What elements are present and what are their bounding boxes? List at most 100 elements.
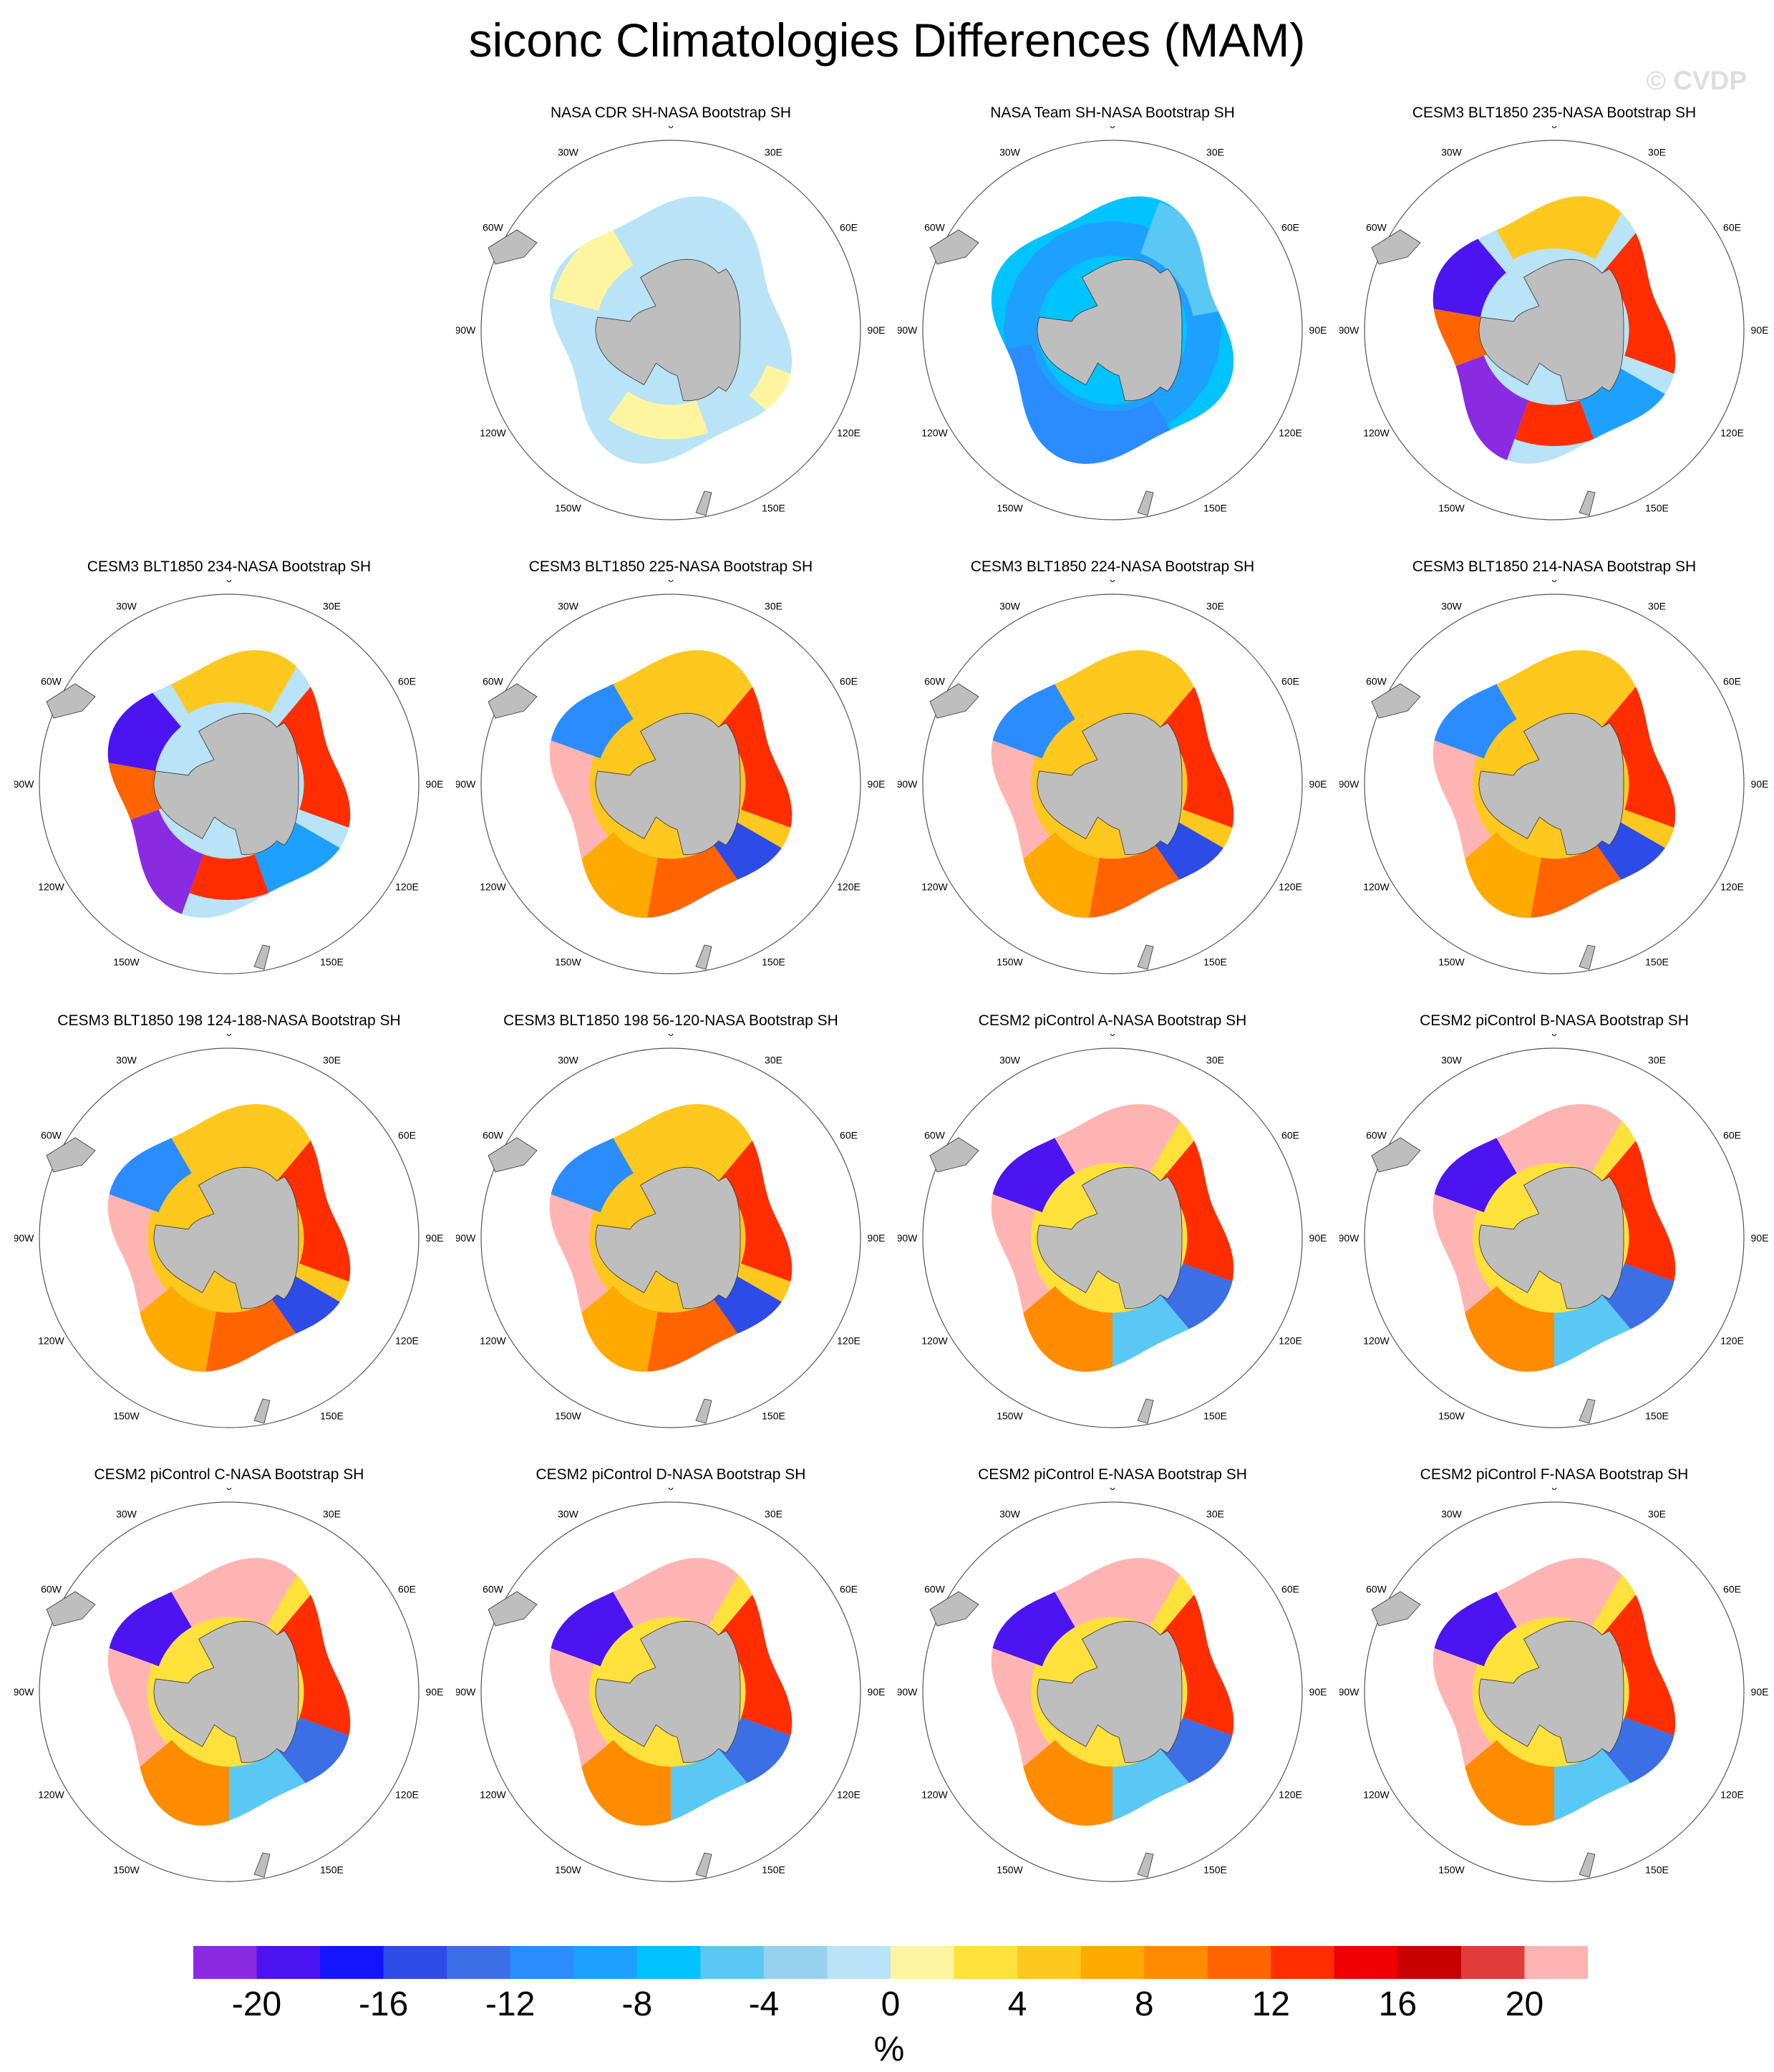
panel-title: CESM2 piControl F-NASA Bootstrap SH xyxy=(1420,1466,1689,1483)
anomaly-patch xyxy=(1002,1740,1113,1826)
south-america-landmass xyxy=(488,683,538,719)
longitude-label: 30W xyxy=(999,1055,1021,1066)
longitude-label: 90E xyxy=(1751,324,1769,336)
south-america-landmass xyxy=(929,229,979,265)
longitude-label: 30E xyxy=(765,147,782,158)
longitude-label: 90E xyxy=(1309,324,1327,336)
map-panel: CESM3 BLT1850 234-NASA Bootstrap SH 0 30E 6… xyxy=(14,558,444,974)
longitude-label: 0 xyxy=(1551,126,1557,130)
longitude-label: 30E xyxy=(765,1509,782,1520)
longitude-label: 0 xyxy=(668,1488,674,1492)
anomaly-patch xyxy=(1433,305,1491,379)
longitude-label: 60E xyxy=(398,1130,416,1141)
longitude-label: 120E xyxy=(837,427,861,439)
figure-title: siconc Climatologies Differences (MAM) xyxy=(468,14,1306,67)
longitude-label: 150E xyxy=(1203,503,1227,514)
longitude-label: 150E xyxy=(762,957,785,968)
longitude-label: 120W xyxy=(1363,881,1390,893)
longitude-label: 60W xyxy=(924,1130,946,1141)
new-zealand-landmass xyxy=(1579,1852,1596,1878)
longitude-label: 90W xyxy=(898,1686,918,1698)
colorbar-tick-label: 12 xyxy=(1251,1985,1290,2023)
colorbar-tick-label: -12 xyxy=(485,1985,535,2023)
polar-map: 030E60E90E120E150E180150W120W90W60W30W xyxy=(14,1488,443,1882)
longitude-label: 30W xyxy=(558,147,579,158)
longitude-label: 30E xyxy=(1648,1509,1666,1520)
longitude-label: 60E xyxy=(1281,1130,1299,1141)
panel-title: CESM2 piControl C-NASA Bootstrap SH xyxy=(94,1466,364,1483)
longitude-label: 150W xyxy=(1438,957,1465,968)
panel-title: CESM3 BLT1850 234-NASA Bootstrap SH xyxy=(87,558,372,575)
longitude-label: 60E xyxy=(398,1584,416,1595)
longitude-label: 0 xyxy=(226,1488,232,1492)
longitude-label: 120E xyxy=(395,881,419,893)
colorbar-swatch xyxy=(447,1946,511,1979)
longitude-label: 120E xyxy=(1279,427,1302,439)
longitude-label: 30E xyxy=(1206,1055,1224,1066)
anomaly-patch xyxy=(749,364,793,418)
longitude-label: 150E xyxy=(1645,1864,1669,1876)
polar-map: 030E60E90E120E150E180150W120W90W60W30W xyxy=(898,1488,1327,1882)
longitude-label: 150W xyxy=(113,957,140,968)
antarctica-landmass xyxy=(595,1166,741,1309)
antarctica-landmass xyxy=(1037,1620,1183,1763)
new-zealand-landmass xyxy=(1579,1398,1596,1424)
longitude-label: 120E xyxy=(1279,881,1302,893)
colorbar-swatch xyxy=(1524,1946,1588,1979)
longitude-label: 150W xyxy=(997,957,1023,968)
anomaly-patch xyxy=(189,854,269,900)
new-zealand-landmass xyxy=(253,944,271,970)
anomaly-patch xyxy=(991,735,1050,876)
longitude-label: 0 xyxy=(668,580,674,584)
longitude-label: 120W xyxy=(1363,427,1390,439)
new-zealand-landmass xyxy=(695,490,712,516)
colorbar-tick-label: -20 xyxy=(231,1985,282,2023)
longitude-label: 30E xyxy=(1648,601,1666,612)
longitude-label: 60E xyxy=(1281,1584,1299,1595)
panel-title: CESM2 piControl A-NASA Bootstrap SH xyxy=(978,1012,1247,1029)
longitude-label: 120E xyxy=(1720,427,1744,439)
longitude-label: 120W xyxy=(921,1335,948,1347)
longitude-label: 60W xyxy=(924,222,946,233)
new-zealand-landmass xyxy=(1579,490,1596,516)
anomaly-patch xyxy=(1602,1717,1676,1802)
colorbar-swatch xyxy=(193,1946,258,1979)
longitude-label: 30E xyxy=(323,601,341,612)
anomaly-patch xyxy=(1433,1642,1492,1784)
panel-title: NASA CDR SH-NASA Bootstrap SH xyxy=(550,105,792,121)
longitude-label: 90W xyxy=(14,1686,34,1698)
antarctica-landmass xyxy=(1478,258,1624,402)
south-america-landmass xyxy=(1371,683,1421,719)
longitude-label: 150E xyxy=(1203,1864,1227,1876)
polar-map: 030E60E90E120E150E180150W120W90W60W30W xyxy=(1339,1034,1768,1428)
longitude-label: 60E xyxy=(840,1130,858,1141)
longitude-label: 0 xyxy=(1110,1488,1115,1492)
longitude-label: 60W xyxy=(924,1584,946,1595)
longitude-label: 90W xyxy=(898,778,918,790)
anomaly-patch xyxy=(1444,1740,1554,1826)
longitude-label: 60W xyxy=(483,222,504,233)
map-panel: CESM2 piControl C-NASA Bootstrap SH 0 30E 6… xyxy=(14,1466,444,1882)
longitude-label: 120E xyxy=(395,1789,419,1801)
longitude-label: 150W xyxy=(113,1864,140,1876)
antarctica-landmass xyxy=(1478,1166,1624,1309)
longitude-label: 0 xyxy=(1551,1034,1557,1038)
anomaly-patch xyxy=(549,735,609,876)
longitude-label: 150E xyxy=(1645,1410,1669,1422)
anomaly-patch xyxy=(561,1740,671,1826)
longitude-label: 120E xyxy=(1720,881,1744,893)
longitude-label: 150W xyxy=(555,957,581,968)
longitude-label: 30E xyxy=(323,1509,341,1520)
longitude-label: 90W xyxy=(898,324,918,336)
polar-map: 030E60E90E120E150E180150W120W90W60W30W xyxy=(898,580,1327,974)
longitude-label: 120E xyxy=(1720,1335,1744,1347)
longitude-label: 60W xyxy=(483,676,504,687)
colorbar-tick-label: -16 xyxy=(358,1985,409,2023)
longitude-label: 30E xyxy=(1648,147,1666,158)
longitude-label: 90W xyxy=(456,778,476,790)
longitude-label: 90W xyxy=(1339,778,1359,790)
cvdp-watermark: © CVDP xyxy=(1646,66,1747,95)
longitude-label: 60E xyxy=(1723,1130,1741,1141)
anomaly-patch xyxy=(1602,1263,1676,1348)
map-panel: CESM2 piControl B-NASA Bootstrap SH 0 30E 6… xyxy=(1339,1012,1769,1428)
